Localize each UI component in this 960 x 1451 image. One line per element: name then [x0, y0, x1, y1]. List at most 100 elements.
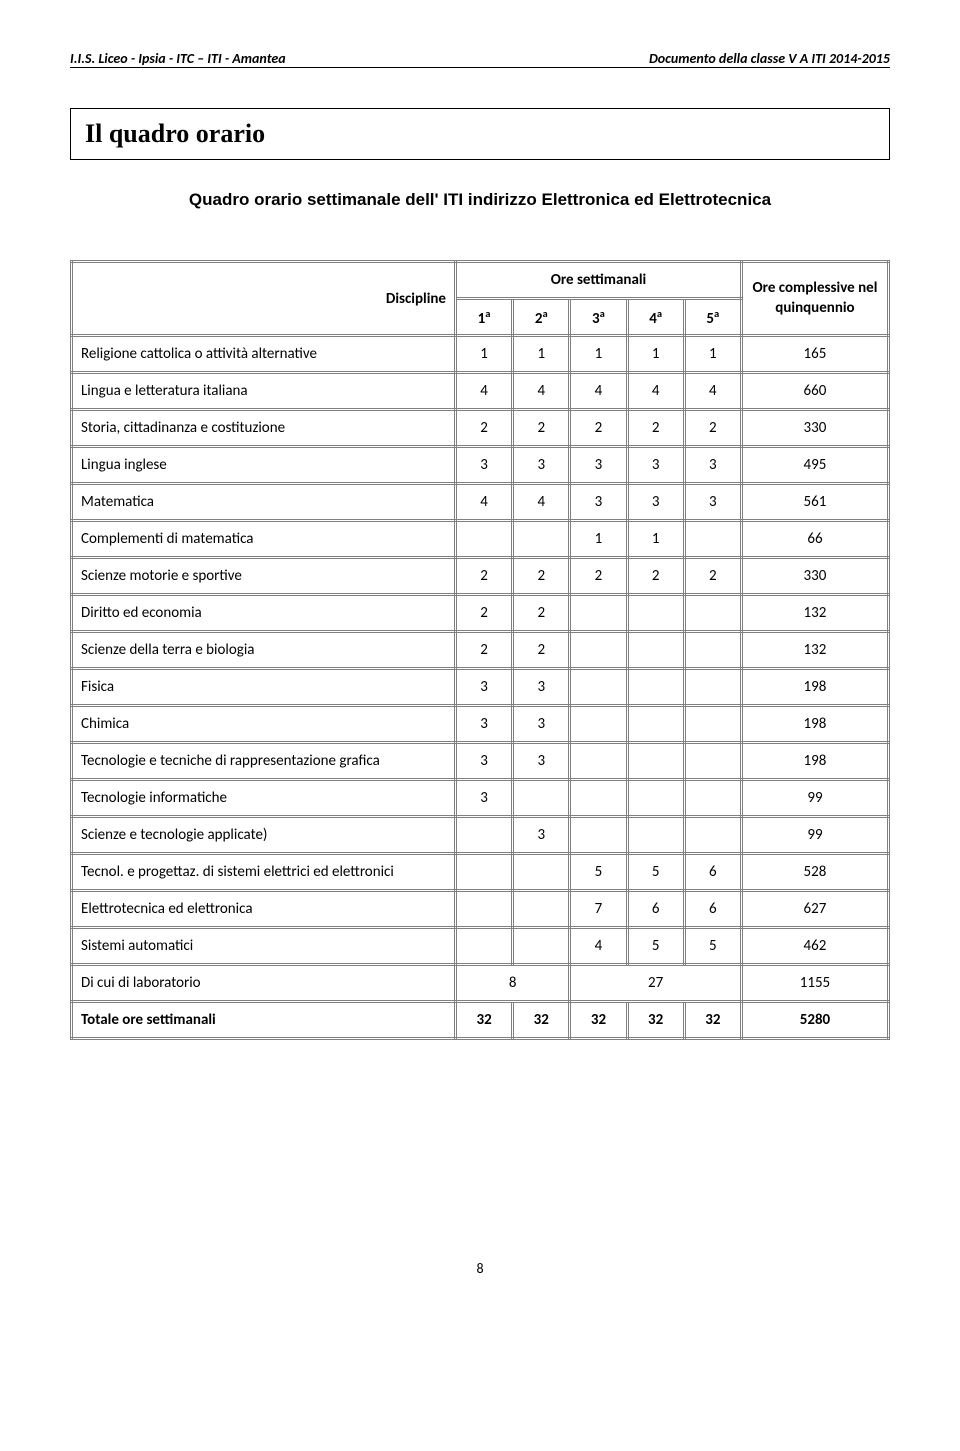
discipline-name: Lingua e letteratura italiana [72, 373, 456, 410]
cell-y2: 4 [513, 373, 570, 410]
cell-y2 [513, 891, 570, 928]
table-row: Religione cattolica o attività alternati… [72, 336, 889, 373]
cell-total: 132 [741, 632, 888, 669]
cell-y5: 1 [684, 336, 741, 373]
cell-y4 [627, 595, 684, 632]
cell-y1: 1 [455, 336, 512, 373]
cell-y4 [627, 780, 684, 817]
cell-y5: 5 [684, 928, 741, 965]
cell-y5: 6 [684, 891, 741, 928]
cell-total: 165 [741, 336, 888, 373]
cell-y4 [627, 706, 684, 743]
cell-total: 198 [741, 706, 888, 743]
cell-y5 [684, 521, 741, 558]
discipline-name: Diritto ed economia [72, 595, 456, 632]
cell-y1: 3 [455, 447, 512, 484]
cell-y5 [684, 595, 741, 632]
cell-total: 561 [741, 484, 888, 521]
cell-y5 [684, 669, 741, 706]
cell-y3: 3 [570, 484, 627, 521]
cell-y1 [455, 891, 512, 928]
cell-total: 198 [741, 743, 888, 780]
cell-y1: 2 [455, 410, 512, 447]
cell-y5: 32 [684, 1002, 741, 1039]
cell-y4: 1 [627, 521, 684, 558]
cell-total: 627 [741, 891, 888, 928]
cell-y3 [570, 780, 627, 817]
cell-y5: 3 [684, 484, 741, 521]
discipline-name: Di cui di laboratorio [72, 965, 456, 1002]
cell-y5: 2 [684, 410, 741, 447]
cell-total: 5280 [741, 1002, 888, 1039]
discipline-name: Scienze motorie e sportive [72, 558, 456, 595]
cell-y3 [570, 817, 627, 854]
cell-y2: 32 [513, 1002, 570, 1039]
cell-y1: 3 [455, 669, 512, 706]
cell-y5: 6 [684, 854, 741, 891]
cell-total: 198 [741, 669, 888, 706]
cell-total: 495 [741, 447, 888, 484]
cell-y2: 1 [513, 336, 570, 373]
total-header-l2: quinquennio [775, 299, 854, 317]
cell-y1 [455, 928, 512, 965]
table-row: Scienze motorie e sportive22222330 [72, 558, 889, 595]
table-row: Scienze e tecnologie applicate)399 [72, 817, 889, 854]
table-row: Matematica44333561 [72, 484, 889, 521]
year-header-4: 4a [627, 299, 684, 336]
cell-y1: 4 [455, 484, 512, 521]
cell-total: 330 [741, 410, 888, 447]
cell-y2: 3 [513, 706, 570, 743]
cell-y2 [513, 854, 570, 891]
discipline-name: Scienze della terra e biologia [72, 632, 456, 669]
cell-y5: 2 [684, 558, 741, 595]
discipline-name: Sistemi automatici [72, 928, 456, 965]
cell-y2 [513, 928, 570, 965]
cell-y2: 2 [513, 632, 570, 669]
cell-y1 [455, 854, 512, 891]
total-header-l1: Ore complessive nel [753, 279, 878, 297]
cell-y4: 3 [627, 447, 684, 484]
discipline-name: Matematica [72, 484, 456, 521]
table-row: Tecnologie informatiche399 [72, 780, 889, 817]
table-row: Complementi di matematica1166 [72, 521, 889, 558]
table-row: Lingua e letteratura italiana44444660 [72, 373, 889, 410]
cell-y3 [570, 595, 627, 632]
cell-y3: 5 [570, 854, 627, 891]
discipline-name: Fisica [72, 669, 456, 706]
page-title: Il quadro orario [85, 119, 265, 148]
table-row: Tecnologie e tecniche di rappresentazion… [72, 743, 889, 780]
cell-y4 [627, 743, 684, 780]
cell-y2 [513, 780, 570, 817]
cell-y3: 7 [570, 891, 627, 928]
year-header-3: 3a [570, 299, 627, 336]
cell-y2: 4 [513, 484, 570, 521]
total-header: Ore complessive nel quinquennio [741, 262, 888, 336]
table-row: Di cui di laboratorio8271155 [72, 965, 889, 1002]
discipline-name: Storia, cittadinanza e costituzione [72, 410, 456, 447]
cell-total: 528 [741, 854, 888, 891]
cell-y4: 5 [627, 854, 684, 891]
cell-y3: 4 [570, 373, 627, 410]
discipline-name: Religione cattolica o attività alternati… [72, 336, 456, 373]
discipline-name: Scienze e tecnologie applicate) [72, 817, 456, 854]
subtitle: Quadro orario settimanale dell' ITI indi… [70, 190, 890, 210]
discipline-name: Tecnologie e tecniche di rappresentazion… [72, 743, 456, 780]
cell-y5: 4 [684, 373, 741, 410]
table-row: Sistemi automatici455462 [72, 928, 889, 965]
header-left: I.I.S. Liceo - Ipsia - ITC – ITI - Amant… [70, 50, 286, 67]
cell-y3: 32 [570, 1002, 627, 1039]
cell-y2: 3 [513, 669, 570, 706]
cell-y3 [570, 706, 627, 743]
cell-y2: 2 [513, 410, 570, 447]
cell-y1: 3 [455, 780, 512, 817]
cell-y3: 1 [570, 521, 627, 558]
discipline-name: Tecnol. e progettaz. di sistemi elettric… [72, 854, 456, 891]
cell-total: 66 [741, 521, 888, 558]
cell-y5 [684, 706, 741, 743]
cell-y2 [513, 521, 570, 558]
discipline-name: Tecnologie informatiche [72, 780, 456, 817]
cell-y4 [627, 669, 684, 706]
table-row: Diritto ed economia22132 [72, 595, 889, 632]
cell-y2: 3 [513, 817, 570, 854]
cell-y4: 2 [627, 558, 684, 595]
